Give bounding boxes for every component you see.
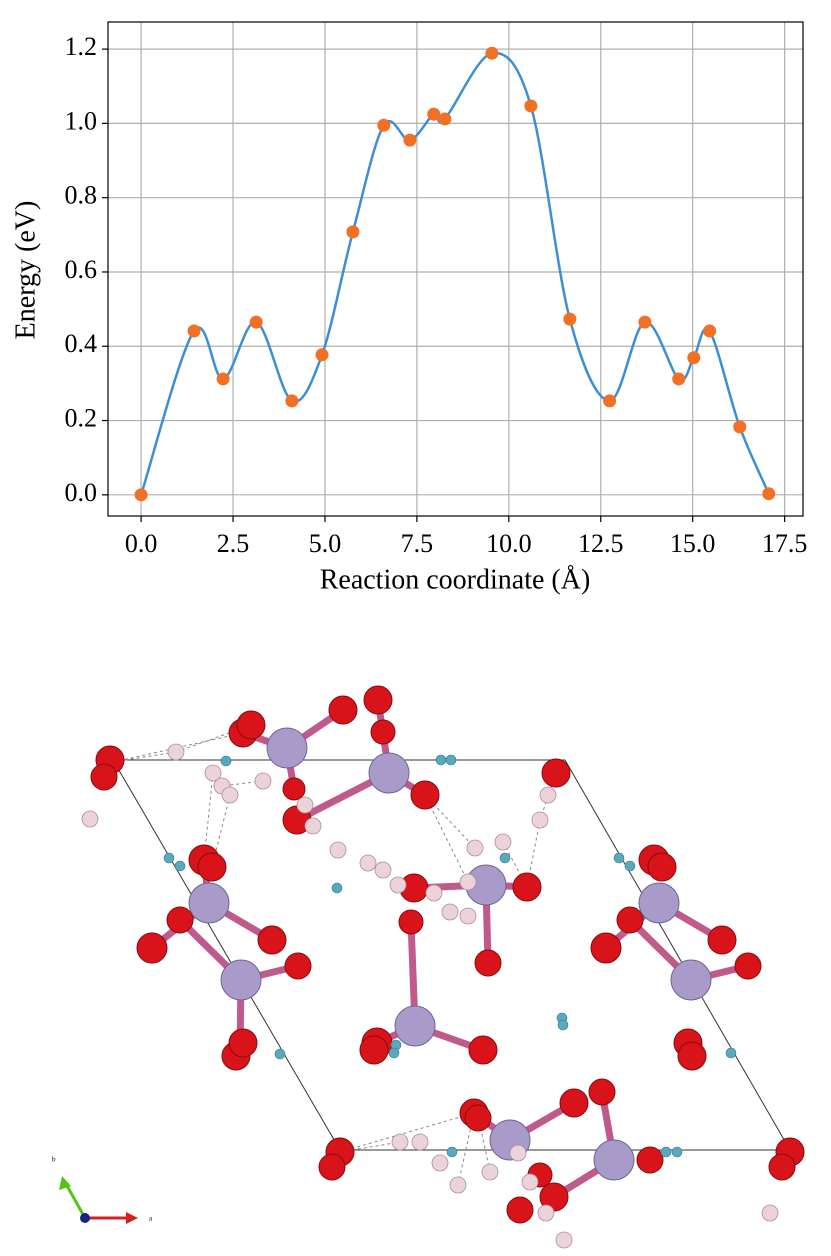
- bonds: [148, 696, 752, 1201]
- data-point: [687, 351, 701, 365]
- plot-frame: [107, 21, 804, 517]
- x-tick-label: 15.0: [670, 529, 716, 558]
- axis-label-b: b: [52, 1156, 56, 1164]
- x-tick-label: 7.5: [401, 529, 434, 558]
- energy-curve: [139, 51, 770, 496]
- data-point: [377, 118, 391, 132]
- y-tick-label: 0.4: [65, 329, 98, 358]
- data-point: [603, 394, 617, 408]
- x-tick-label: 17.5: [762, 529, 808, 558]
- data-point: [346, 225, 360, 239]
- data-point: [427, 107, 441, 121]
- data-point: [285, 394, 299, 408]
- y-tick-label: 0.8: [65, 181, 98, 210]
- data-point: [762, 487, 776, 501]
- data-point: [438, 112, 452, 126]
- x-tick-label: 5.0: [309, 529, 342, 558]
- data-point: [672, 372, 686, 386]
- data-point: [485, 46, 499, 60]
- chart: Reaction coordinate (Å) Energy (eV) 0.0 0…: [10, 21, 808, 595]
- y-tick-label: 1.2: [65, 32, 98, 61]
- data-point: [187, 324, 201, 338]
- data-point: [249, 315, 263, 329]
- y-tick-label: 1.0: [65, 106, 98, 135]
- y-tick-label: 0.2: [65, 404, 98, 433]
- data-point: [733, 420, 747, 434]
- data-point: [563, 312, 577, 326]
- axis-label-a: a: [149, 1215, 153, 1223]
- data-point: [134, 488, 148, 502]
- data-point: [403, 133, 417, 147]
- data-point: [524, 99, 538, 113]
- x-tick-label: 12.5: [578, 529, 624, 558]
- x-tick-label: 0.0: [125, 529, 158, 558]
- data-point: [216, 372, 230, 386]
- metal-atoms: [188, 727, 712, 1181]
- x-tick-label: 10.0: [486, 529, 532, 558]
- y-tick-label: 0.6: [65, 255, 98, 284]
- data-point: [638, 315, 652, 329]
- crystal-structure: b a: [52, 685, 805, 1249]
- data-point: [315, 348, 329, 362]
- ions: [163, 754, 737, 1158]
- axis-triad: b a: [52, 1156, 153, 1224]
- x-axis-title: Reaction coordinate (Å): [320, 564, 591, 595]
- oxygen-atoms: [90, 685, 805, 1224]
- y-tick-label: 0.0: [65, 478, 98, 507]
- hydrogen-atoms: [81, 743, 779, 1249]
- data-point: [703, 324, 717, 338]
- y-axis-title: Energy (eV): [10, 201, 41, 340]
- x-tick-label: 2.5: [217, 529, 250, 558]
